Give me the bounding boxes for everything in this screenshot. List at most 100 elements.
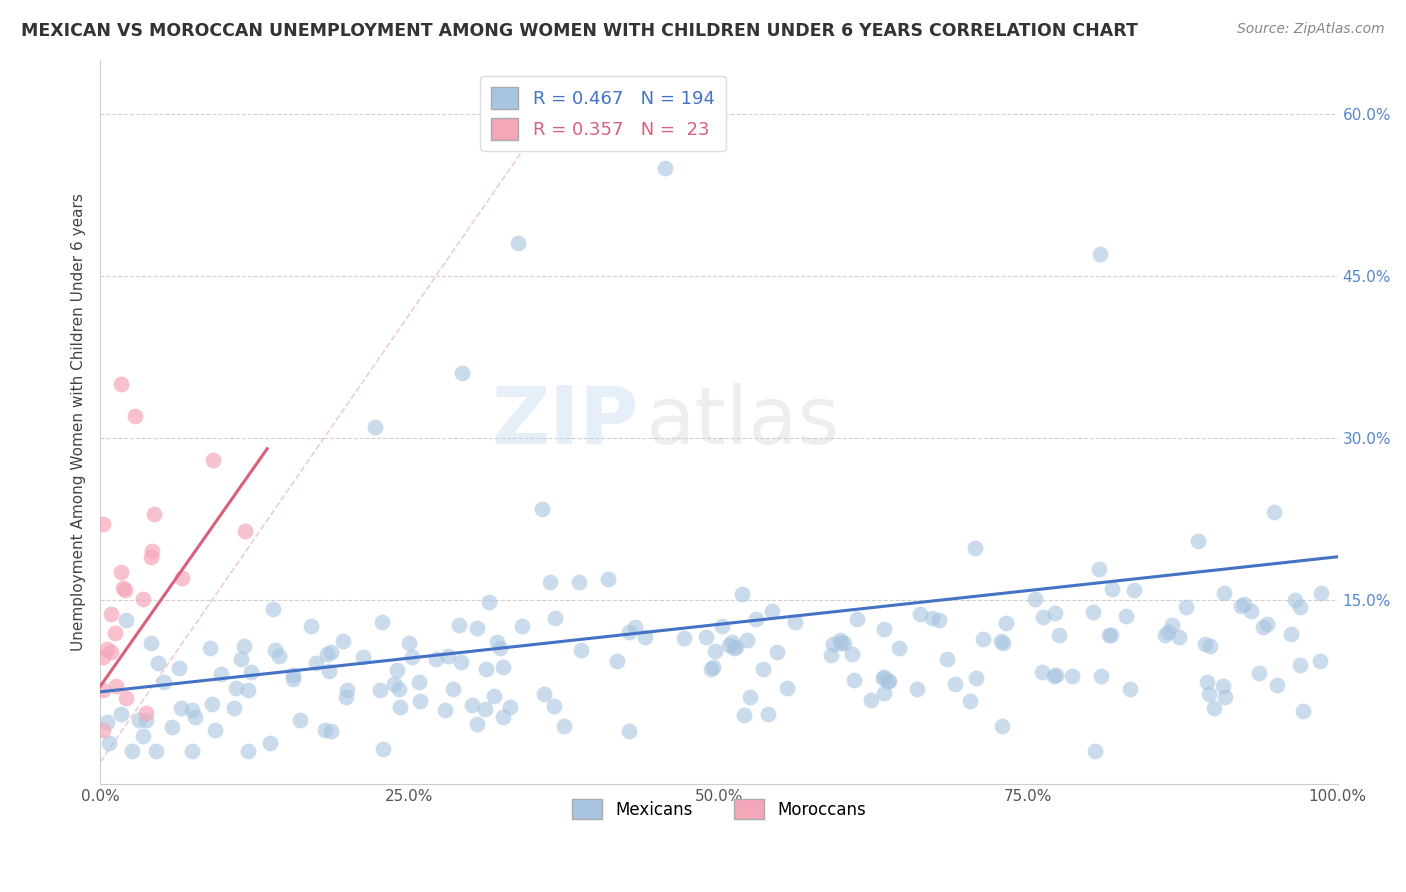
Point <box>731 586 754 600</box>
Point <box>169 701 191 715</box>
Point <box>441 681 464 696</box>
Point <box>110 565 132 579</box>
Point <box>830 636 852 650</box>
Point <box>465 717 488 731</box>
Point <box>1119 681 1142 696</box>
Point <box>316 647 339 661</box>
Point <box>1045 668 1067 682</box>
Point <box>482 689 505 703</box>
Point <box>305 656 328 670</box>
Point <box>96 715 118 730</box>
Point <box>1081 605 1104 619</box>
Point <box>259 736 281 750</box>
Point <box>1263 504 1285 518</box>
Point <box>623 620 645 634</box>
Point <box>398 636 420 650</box>
Point <box>447 618 470 632</box>
Point <box>128 713 150 727</box>
Point <box>872 672 894 686</box>
Point <box>1088 562 1111 576</box>
Point <box>905 682 928 697</box>
Point <box>198 641 221 656</box>
Point <box>238 682 260 697</box>
Point <box>1101 628 1123 642</box>
Point <box>1088 247 1111 261</box>
Point <box>180 744 202 758</box>
Point <box>332 634 354 648</box>
Point <box>841 648 863 662</box>
Point <box>873 686 896 700</box>
Point <box>135 706 157 720</box>
Point <box>990 633 1012 648</box>
Point <box>756 706 779 721</box>
Point <box>568 574 591 589</box>
Point <box>433 703 456 717</box>
Point <box>873 623 896 637</box>
Point <box>872 670 894 684</box>
Point <box>1212 679 1234 693</box>
Point <box>184 709 207 723</box>
Point <box>145 744 167 758</box>
Point <box>461 698 484 713</box>
Point <box>510 618 533 632</box>
Point <box>409 694 432 708</box>
Point <box>1198 687 1220 701</box>
Point <box>553 719 575 733</box>
Point <box>115 691 138 706</box>
Point <box>1060 669 1083 683</box>
Point <box>761 604 783 618</box>
Point <box>844 673 866 687</box>
Point <box>335 690 357 704</box>
Point <box>959 694 981 708</box>
Point <box>408 675 430 690</box>
Point <box>1047 628 1070 642</box>
Point <box>131 592 153 607</box>
Point <box>1084 744 1107 758</box>
Point <box>1265 678 1288 692</box>
Point <box>104 679 127 693</box>
Point <box>141 549 163 564</box>
Point <box>319 724 342 739</box>
Point <box>921 611 943 625</box>
Point <box>491 660 513 674</box>
Point <box>704 644 727 658</box>
Point <box>91 683 114 698</box>
Point <box>1310 586 1333 600</box>
Point <box>425 652 447 666</box>
Point <box>721 635 744 649</box>
Point <box>1157 625 1180 640</box>
Point <box>752 662 775 676</box>
Point <box>388 682 411 697</box>
Point <box>1233 597 1256 611</box>
Point <box>352 650 374 665</box>
Point <box>1204 701 1226 715</box>
Point <box>887 640 910 655</box>
Point <box>1167 630 1189 644</box>
Point <box>725 640 748 655</box>
Point <box>91 723 114 737</box>
Point <box>370 682 392 697</box>
Point <box>222 701 245 715</box>
Point <box>373 742 395 756</box>
Point <box>765 645 787 659</box>
Point <box>181 703 204 717</box>
Point <box>160 720 183 734</box>
Point <box>1090 669 1112 683</box>
Point <box>478 594 501 608</box>
Point <box>283 672 305 686</box>
Point <box>877 673 900 688</box>
Point <box>1240 604 1263 618</box>
Point <box>718 638 741 652</box>
Point <box>167 660 190 674</box>
Point <box>723 641 745 656</box>
Text: Source: ZipAtlas.com: Source: ZipAtlas.com <box>1237 22 1385 37</box>
Point <box>364 420 387 434</box>
Point <box>530 501 553 516</box>
Point <box>465 622 488 636</box>
Point <box>201 697 224 711</box>
Point <box>225 681 247 695</box>
Point <box>1043 669 1066 683</box>
Point <box>201 453 224 467</box>
Point <box>1292 704 1315 718</box>
Point <box>1101 582 1123 596</box>
